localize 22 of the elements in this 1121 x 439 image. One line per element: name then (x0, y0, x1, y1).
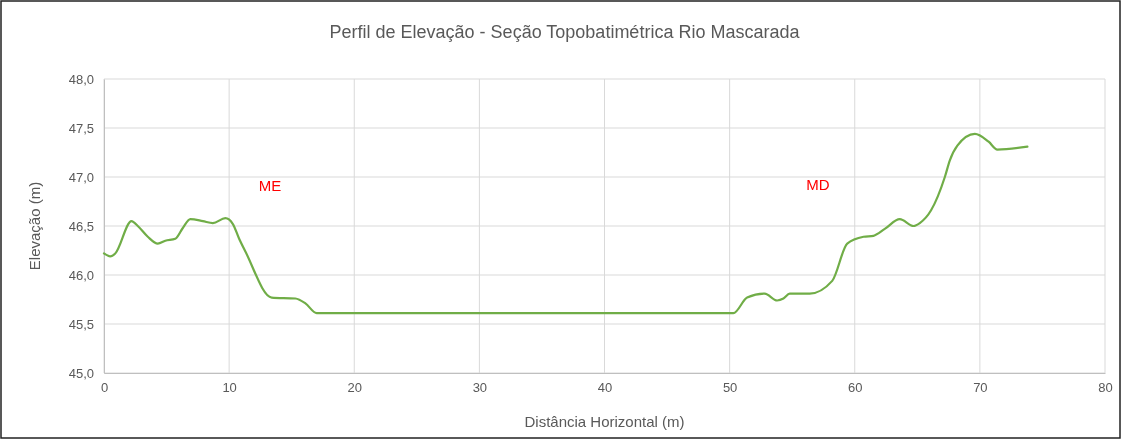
annotation: ME (258, 176, 282, 194)
x-tick-label: 70 (973, 380, 988, 396)
x-tick-label: 10 (222, 380, 237, 396)
x-tick-label: 30 (472, 380, 488, 396)
y-tick-label: 45,5 (68, 316, 94, 332)
annotation: MD (806, 175, 830, 193)
x-tick-label: 20 (347, 380, 362, 396)
x-tick-label: 40 (597, 380, 613, 396)
chart-title: Perfil de Elevação - Seção Topobatimétrica Rio Mascarada (329, 22, 801, 42)
x-tick-label: 0 (100, 380, 109, 396)
x-axis-title: Distância Horizontal (m) (524, 413, 685, 430)
x-tick-label: 50 (722, 380, 738, 396)
x-tick-label: 80 (1098, 380, 1113, 396)
y-tick-label: 45,0 (68, 365, 94, 381)
y-tick-label: 47,5 (68, 120, 94, 136)
y-tick-label: 46,0 (68, 267, 94, 283)
line-series (102, 132, 1029, 315)
y-tick-label: 47,0 (68, 169, 94, 185)
y-tick-label: 48,0 (68, 71, 94, 87)
y-tick-label: 46,5 (68, 218, 94, 234)
x-tick-label: 60 (848, 380, 863, 396)
y-axis-title: Elevação (m) (26, 181, 43, 271)
